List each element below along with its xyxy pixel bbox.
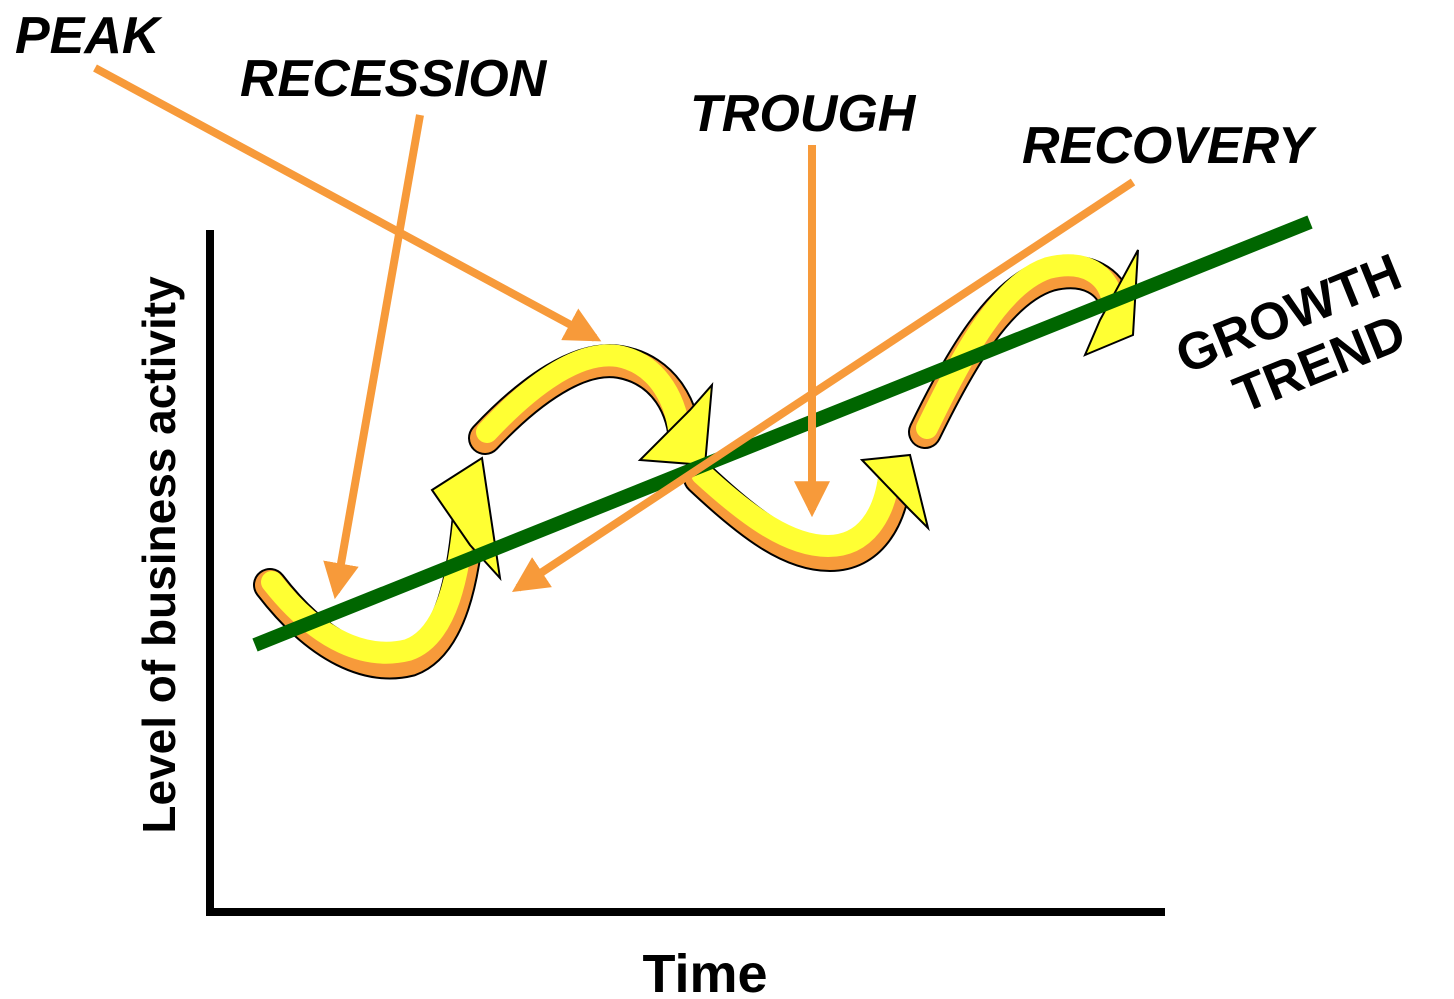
growth-trend-line	[252, 215, 1313, 652]
pointer-arrows	[93, 64, 1136, 600]
trough-label: TROUGH	[690, 85, 917, 143]
x-axis-label: Time	[642, 944, 767, 999]
recovery-label: RECOVERY	[1022, 117, 1317, 175]
cycle-arrows	[253, 249, 1139, 680]
peak-arrow	[93, 64, 602, 342]
y-axis-label: Level of business activity	[133, 276, 185, 834]
trend-label: GROWTH TREND	[1168, 243, 1414, 425]
recession-arrow	[323, 114, 424, 600]
recovery-arrow	[511, 178, 1136, 592]
peak-label: PEAK	[15, 7, 163, 65]
recession-label: RECESSION	[240, 50, 548, 108]
